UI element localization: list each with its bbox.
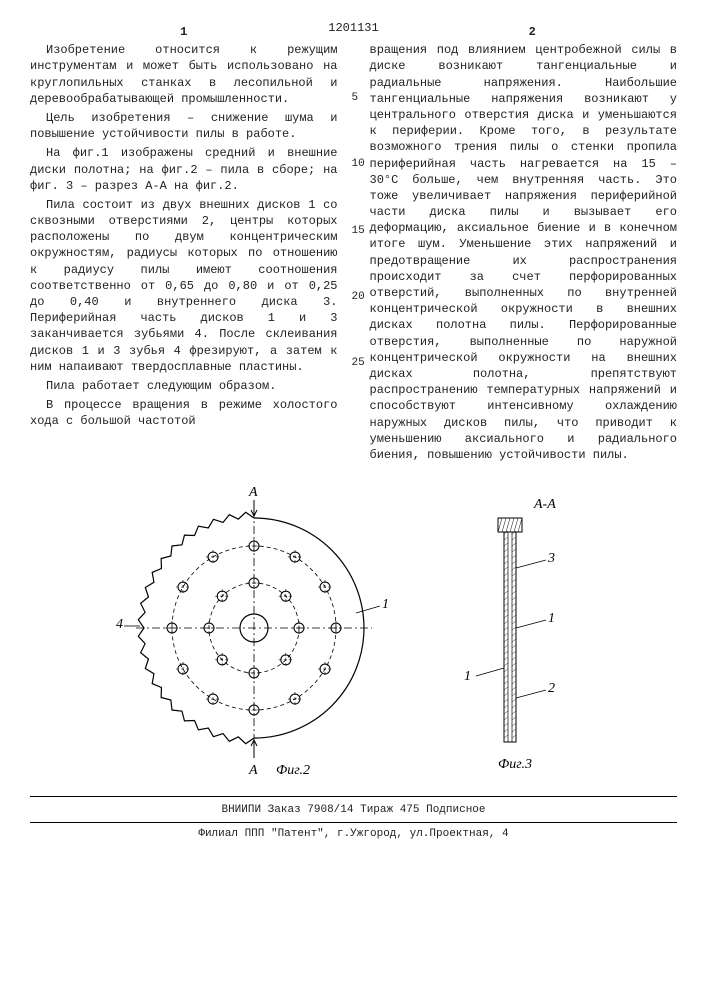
column-1: 1 Изобретение относится к режущим инстру…	[30, 42, 338, 466]
line-number: 25	[352, 356, 365, 371]
col1-p5: Пила работает следующим образом.	[30, 378, 338, 394]
svg-text:А: А	[248, 763, 258, 778]
svg-text:1: 1	[548, 611, 555, 626]
footer-line-2: Филиал ППП "Патент", г.Ужгород, ул.Проек…	[30, 822, 677, 842]
svg-text:А: А	[248, 485, 258, 500]
figures-area: А А 4 1 Фиг.2 А-А 3 1 2 1 Фиг.3	[30, 478, 677, 778]
svg-text:Фиг.3: Фиг.3	[498, 757, 532, 772]
col1-p3: На фиг.1 изображены средний и внешние ди…	[30, 145, 338, 194]
col2-label: 2	[370, 24, 696, 40]
line-number: 5	[352, 91, 359, 106]
col1-p1: Изобретение относится к режущим инструме…	[30, 42, 338, 107]
svg-text:4: 4	[116, 617, 123, 632]
svg-text:1: 1	[382, 597, 389, 612]
svg-text:Фиг.2: Фиг.2	[276, 763, 310, 778]
line-number: 10	[352, 157, 365, 172]
svg-text:1: 1	[464, 669, 471, 684]
column-2: 2 5 10 15 20 25 вращения под влиянием це…	[352, 42, 678, 466]
col1-p2: Цель изобретения – снижение шума и повыш…	[30, 110, 338, 142]
svg-text:3: 3	[547, 551, 555, 566]
col1-label: 1	[30, 24, 338, 40]
col1-p4: Пила состоит из двух внешних дисков 1 со…	[30, 197, 338, 375]
col2-text: вращения под влиянием центробежной силы …	[370, 42, 678, 463]
line-number: 15	[352, 224, 365, 239]
text-columns: 1 Изобретение относится к режущим инстру…	[30, 42, 677, 466]
col1-p6: В процессе вращения в режиме холостого х…	[30, 397, 338, 429]
footer-line-1: ВНИИПИ Заказ 7908/14 Тираж 475 Подписное	[30, 803, 677, 818]
svg-text:А-А: А-А	[533, 497, 556, 512]
figure-svg: А А 4 1 Фиг.2 А-А 3 1 2 1 Фиг.3	[74, 478, 634, 778]
line-number: 20	[352, 290, 365, 305]
footer: ВНИИПИ Заказ 7908/14 Тираж 475 Подписное…	[30, 796, 677, 842]
svg-text:2: 2	[548, 681, 555, 696]
